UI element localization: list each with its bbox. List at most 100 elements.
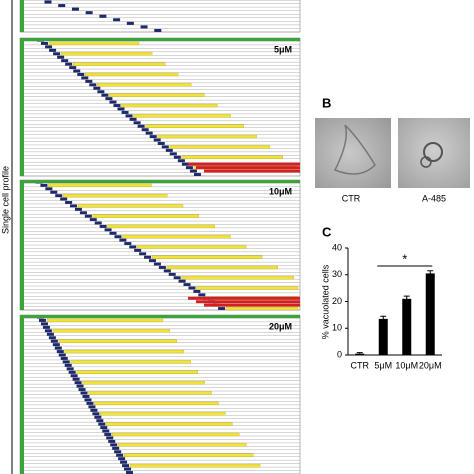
vacuole-block (225, 306, 299, 311)
mitosis-block (64, 363, 72, 367)
mitosis-block (105, 97, 113, 101)
mitosis-block (93, 86, 101, 90)
mitosis-block (110, 443, 118, 447)
mitosis-block (218, 307, 226, 310)
mitosis-block (139, 252, 147, 256)
mitosis-block (66, 367, 74, 371)
vacuole-block (121, 103, 218, 108)
mitosis-block (71, 7, 79, 11)
mitosis-block (94, 415, 102, 419)
dose-label: 5μM (274, 44, 292, 54)
vacuole-block (112, 432, 240, 437)
mitosis-block (112, 446, 120, 450)
mitosis-block (154, 28, 162, 32)
mitosis-block (193, 289, 201, 293)
vacuole-block (133, 114, 231, 118)
mitosis-block (121, 110, 129, 114)
mitosis-block (104, 228, 112, 232)
mitosis-block (68, 370, 76, 374)
vacuole (423, 142, 443, 162)
mitosis-block (90, 408, 98, 412)
bar (402, 298, 412, 355)
mitosis-block (46, 332, 54, 336)
vacuole-block (97, 83, 192, 87)
mitosis-block (118, 457, 126, 461)
mitosis-block (102, 429, 110, 433)
mitosis-block (165, 148, 173, 152)
mitosis-block (92, 412, 100, 416)
mitosis-block (84, 398, 92, 402)
death-block (188, 162, 300, 166)
vacuole-block (52, 329, 171, 333)
mitosis-block (153, 262, 161, 266)
dose-label: 10μM (269, 186, 292, 196)
x-tick-label: CTR (351, 360, 370, 370)
panel-label: C (322, 224, 332, 239)
vacuole-block (118, 443, 247, 447)
green-row (20, 180, 300, 183)
mitosis-block (109, 231, 117, 235)
vacuole-block (63, 194, 168, 198)
mitosis-block (65, 201, 73, 204)
vacuole-block (107, 224, 215, 229)
mitosis-block (45, 45, 53, 49)
mitosis-block (62, 360, 70, 364)
vacuole-block (94, 401, 219, 406)
mitosis-block (58, 353, 66, 357)
mitosis-block (189, 169, 197, 173)
vacuole-block (60, 52, 153, 56)
mitosis-block (80, 391, 88, 395)
bar-chart: C % vacuolated cells 0 10 20 30 40 CTR 5μM 10μM… (320, 224, 442, 370)
mitosis-block (116, 453, 124, 457)
y-tick-label: 10 (332, 323, 342, 333)
cell-outline (333, 124, 376, 175)
vacuole-block (181, 276, 294, 280)
bar (378, 318, 388, 355)
vacuole (420, 156, 432, 168)
mitosis-block (178, 279, 186, 283)
mitosis-block (99, 224, 107, 228)
vacuole-block (48, 41, 140, 46)
mitosis-block (104, 433, 112, 436)
mitosis-block (85, 79, 93, 83)
mitosis-block (86, 401, 94, 405)
mitosis-block (50, 339, 58, 343)
mitosis-block (129, 245, 137, 249)
vacuole-block (137, 245, 247, 249)
mitosis-block (82, 395, 90, 398)
mitosis-block (48, 336, 56, 340)
mitosis-block (153, 138, 161, 142)
mitosis-block (97, 90, 105, 94)
mitosis-block (57, 55, 65, 59)
vacuole-block (157, 134, 257, 139)
mitosis-block (113, 104, 121, 107)
mitosis-block (157, 142, 165, 145)
vacuole-block (73, 62, 166, 66)
mitosis-block (79, 211, 87, 215)
micrograph (398, 118, 470, 188)
vacuole-block (64, 349, 184, 354)
vacuole-block (48, 183, 152, 187)
error-bar (380, 315, 387, 322)
profile-frame (19, 0, 301, 33)
mitosis-block (125, 114, 133, 118)
vacuole-block (70, 360, 191, 364)
vacuole-block (169, 145, 270, 149)
mitosis-block (74, 207, 82, 211)
vacuole-block (122, 235, 231, 239)
mitosis-block (42, 325, 50, 329)
y-tick-label: 0 (337, 349, 342, 359)
mitosis-block (129, 117, 137, 121)
mitosis-block (124, 242, 132, 245)
mitosis-block (50, 190, 58, 194)
micrograph (315, 118, 391, 188)
image-caption: A-485 (422, 193, 446, 203)
mitosis-block (94, 221, 102, 225)
mitosis-block (144, 255, 152, 259)
mitosis-block (106, 436, 114, 440)
y-tick-label: 40 (332, 242, 342, 252)
dose-label: 20μM (269, 321, 292, 331)
mitosis-block (177, 159, 185, 163)
mitosis-block (56, 350, 64, 354)
mitosis-block (89, 218, 97, 222)
